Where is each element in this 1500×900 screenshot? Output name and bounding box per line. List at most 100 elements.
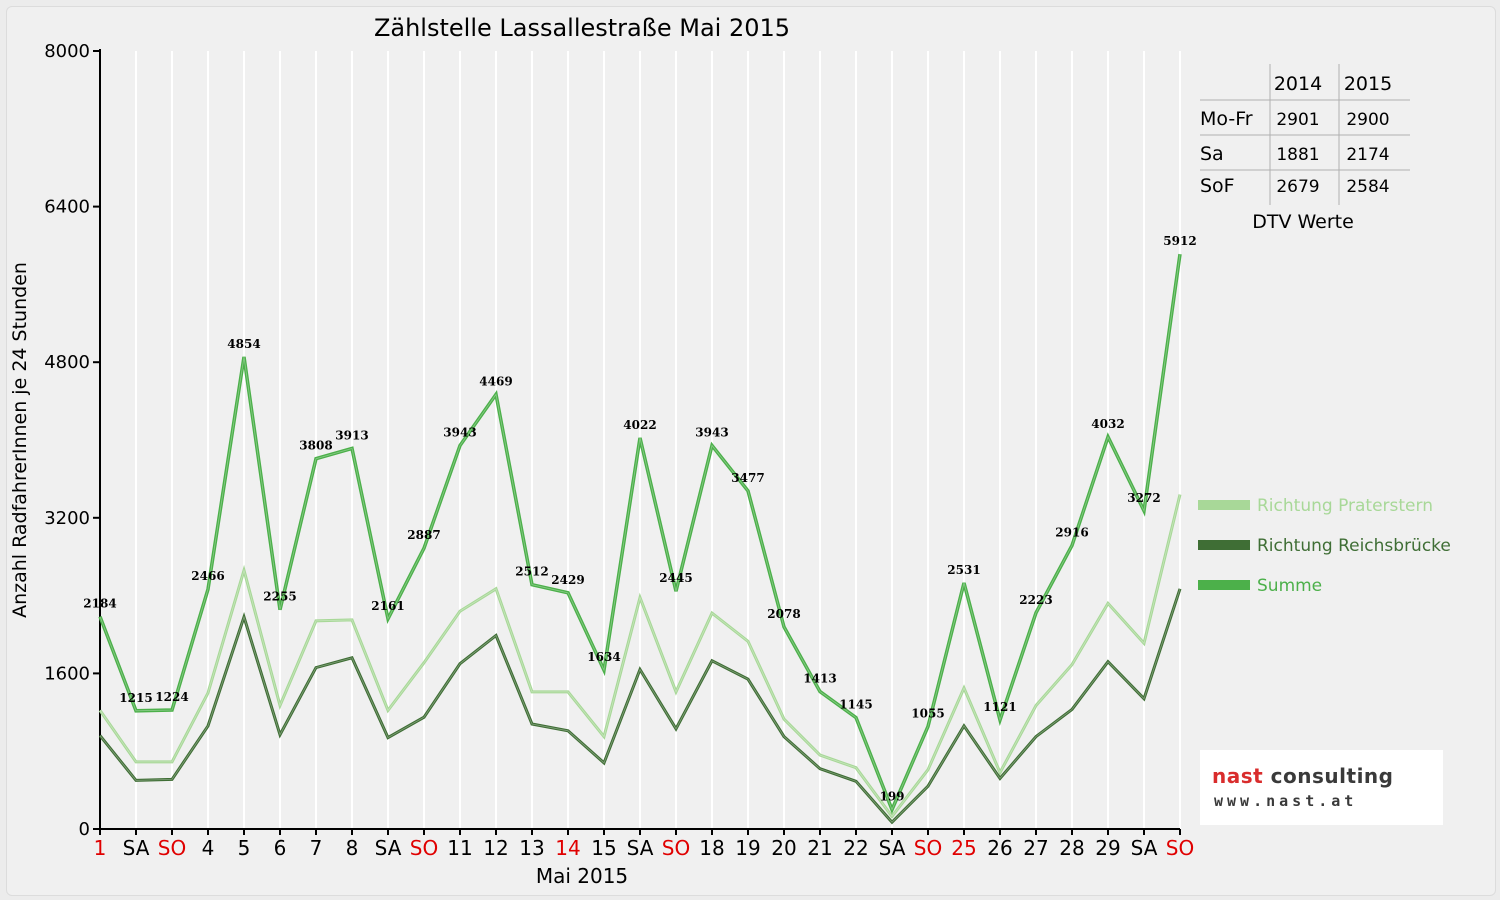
- x-tick-label: SA: [627, 836, 654, 860]
- legend-swatch: [1198, 580, 1250, 590]
- x-tick-label: SA: [375, 836, 402, 860]
- data-label: 3913: [335, 428, 368, 442]
- data-label: 2078: [767, 607, 800, 621]
- data-label: 2445: [659, 571, 692, 585]
- data-label: 4032: [1091, 417, 1124, 431]
- x-tick-label: SO: [1166, 836, 1194, 860]
- series-line-highlight-2: [99, 588, 1181, 823]
- data-label: 1224: [155, 690, 188, 704]
- x-tick-label: SO: [914, 836, 942, 860]
- data-label: 2161: [371, 599, 404, 613]
- x-tick-label: SA: [879, 836, 906, 860]
- y-tick-label: 6400: [44, 197, 90, 218]
- legend: Richtung Praterstern Richtung Reichsbrück…: [1198, 496, 1451, 596]
- x-axis-label: Mai 2015: [536, 864, 628, 888]
- x-tick-label: 11: [447, 836, 472, 860]
- data-label: 3272: [1127, 491, 1160, 505]
- dtv-header: 2015: [1344, 73, 1392, 95]
- series-line-1: [98, 494, 1182, 819]
- data-label: 2429: [551, 573, 584, 587]
- series-line-2: [98, 588, 1182, 825]
- series-lines: [98, 253, 1182, 825]
- x-tick-label: 4: [202, 836, 215, 860]
- x-tick-label: 8: [346, 836, 359, 860]
- data-label: 1634: [587, 650, 620, 664]
- series-line-3: [98, 253, 1182, 815]
- dtv-cell: 1881: [1276, 145, 1319, 165]
- chart-frame: [6, 6, 1496, 896]
- dtv-table: 2014 2015 Mo-Fr 2901 2900 Sa 1881 2174 SoF 2679 25…: [1200, 64, 1410, 233]
- data-label: 1413: [803, 672, 836, 686]
- y-ticks: 0 1600 3200 4800 6400 8000: [44, 41, 100, 840]
- logo-brand: nast consulting: [1212, 764, 1394, 788]
- x-tick-label: 19: [735, 836, 760, 860]
- data-label: 2916: [1055, 525, 1088, 539]
- x-tick-label: 22: [843, 836, 868, 860]
- data-label: 2531: [947, 563, 980, 577]
- x-tick-label: 1: [94, 836, 107, 860]
- legend-swatch: [1198, 500, 1250, 510]
- y-tick-label: 4800: [44, 352, 90, 373]
- data-label: 1215: [119, 691, 152, 705]
- y-tick-label: 0: [79, 819, 90, 840]
- x-tick-label: 18: [699, 836, 724, 860]
- data-label: 4469: [479, 374, 512, 388]
- x-tick-label: SA: [1131, 836, 1158, 860]
- x-tick-label: 25: [951, 836, 976, 860]
- dtv-cell: Sa: [1200, 143, 1224, 165]
- x-tick-label: 12: [483, 836, 508, 860]
- data-label: 4854: [227, 337, 260, 351]
- x-tick-label: SA: [123, 836, 150, 860]
- data-label: 3943: [443, 426, 476, 440]
- x-tick-label: 13: [519, 836, 544, 860]
- x-tick-label: 14: [555, 836, 580, 860]
- x-tick-label: 26: [987, 836, 1012, 860]
- nast-consulting-logo: nast consulting www.nast.at: [1200, 750, 1443, 825]
- x-tick-label: SO: [662, 836, 690, 860]
- data-label: 199: [879, 790, 904, 804]
- x-tick-label: 15: [591, 836, 616, 860]
- dtv-header: 2014: [1274, 73, 1322, 95]
- data-label: 3808: [299, 439, 332, 453]
- data-label: 2512: [515, 565, 548, 579]
- data-label: 5912: [1163, 234, 1196, 248]
- x-tick-label: 6: [274, 836, 287, 860]
- data-label: 1121: [983, 700, 1016, 714]
- x-ticks: 1 SA SO 4 5 6 7 8 SA SO 11 12 13 14 15 SA SO 18 19 20 21 22 SA…: [94, 829, 1194, 860]
- data-label: 1055: [911, 706, 944, 720]
- dtv-cell: Mo-Fr: [1200, 108, 1253, 130]
- data-label: 2466: [191, 569, 224, 583]
- x-tick-label: 28: [1059, 836, 1084, 860]
- x-tick-label: 7: [310, 836, 323, 860]
- y-tick-label: 8000: [44, 41, 90, 62]
- x-tick-label: 20: [771, 836, 796, 860]
- x-tick-label: 27: [1023, 836, 1048, 860]
- data-label: 4022: [623, 418, 656, 432]
- series-line-highlight-3: [99, 254, 1181, 811]
- data-label: 2255: [263, 590, 296, 604]
- dtv-cell: 2900: [1346, 110, 1389, 130]
- chart-title: Zählstelle Lassallestraße Mai 2015: [374, 14, 790, 42]
- dtv-cell: 2584: [1346, 177, 1389, 197]
- legend-label: Summe: [1257, 576, 1322, 596]
- legend-swatch: [1198, 540, 1250, 550]
- data-label: 3943: [695, 426, 728, 440]
- x-tick-label: 21: [807, 836, 832, 860]
- data-label: 2887: [407, 528, 440, 542]
- data-label: 2184: [83, 597, 116, 611]
- dtv-cell: 2679: [1276, 177, 1319, 197]
- grid-lines: [135, 51, 1181, 829]
- dtv-cell: 2174: [1346, 145, 1389, 165]
- y-tick-label: 3200: [44, 508, 90, 529]
- dtv-caption: DTV Werte: [1252, 211, 1354, 233]
- data-label: 3477: [731, 471, 764, 485]
- x-tick-label: SO: [410, 836, 438, 860]
- dtv-cell: SoF: [1200, 175, 1235, 197]
- series-line-highlight-1: [99, 494, 1181, 818]
- legend-label: Richtung Reichsbrücke: [1257, 536, 1451, 556]
- y-tick-label: 1600: [44, 663, 90, 684]
- x-tick-label: SO: [158, 836, 186, 860]
- dtv-cell: 2901: [1276, 110, 1319, 130]
- y-axis-label: Anzahl RadfahrerInnen je 24 Stunden: [9, 262, 31, 618]
